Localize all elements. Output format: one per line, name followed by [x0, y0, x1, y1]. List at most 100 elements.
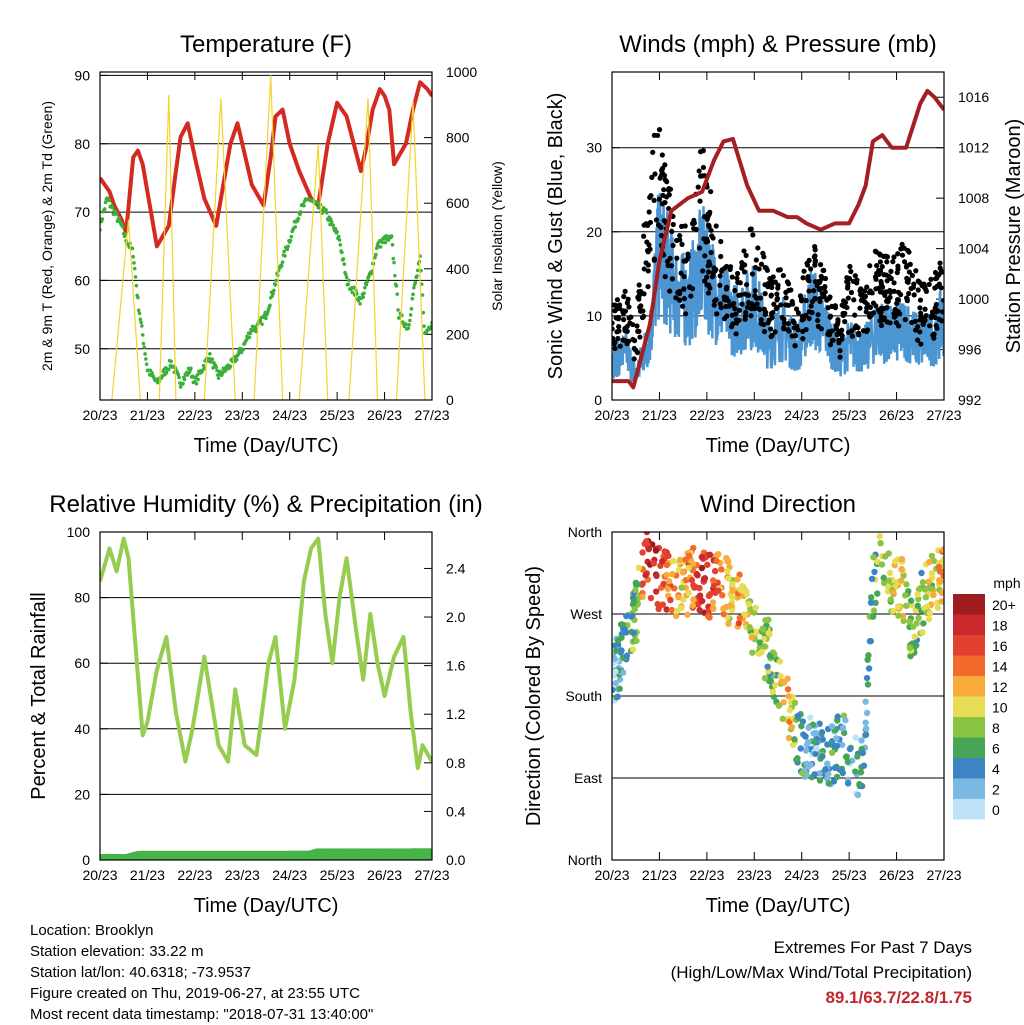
dewpoint-point [344, 272, 348, 277]
gust-point [614, 297, 621, 303]
x-tick-label: 23/23 [225, 407, 260, 423]
direction-point [880, 579, 888, 587]
gust-point [746, 300, 752, 306]
gust-point [673, 295, 679, 301]
direction-point [715, 551, 722, 558]
dewpoint-point [392, 260, 396, 265]
gust-point [709, 233, 715, 239]
direction-point [857, 769, 865, 776]
gust-point [820, 267, 826, 274]
x-tick-label: 21/23 [642, 867, 677, 883]
gust-point [681, 286, 687, 292]
gust-point [706, 259, 712, 265]
direction-point [866, 637, 874, 645]
gust-point [651, 197, 657, 204]
dewpoint-point [100, 217, 105, 221]
direction-point [903, 581, 910, 588]
gust-point [679, 223, 685, 229]
gust-point [644, 247, 651, 254]
direction-point [937, 578, 944, 585]
gust-point [705, 211, 711, 217]
direction-point [886, 569, 894, 577]
gust-point [891, 280, 897, 286]
dewpoint-point [406, 326, 411, 331]
direction-point [846, 745, 854, 753]
direction-point [876, 533, 883, 540]
x-tick-label: 20/23 [82, 867, 117, 883]
direction-point [659, 601, 667, 608]
direction-point [938, 598, 944, 605]
gust-point [909, 272, 915, 279]
gust-point [702, 253, 708, 259]
y-right-tick-label: 1.6 [446, 658, 466, 674]
direction-point [728, 593, 736, 601]
gust-point [860, 297, 866, 304]
direction-point [643, 532, 651, 536]
gust-point [705, 269, 712, 275]
direction-point [786, 706, 794, 714]
direction-point [887, 596, 894, 603]
dewpoint-point [324, 208, 328, 212]
direction-point [862, 698, 869, 705]
gust-point [765, 320, 771, 326]
gust-point [885, 298, 891, 304]
direction-point [749, 649, 756, 656]
direction-point [612, 679, 619, 687]
dewpoint-point [177, 375, 181, 380]
gust-point [769, 315, 775, 321]
gust-point [757, 295, 764, 301]
direction-point [620, 625, 627, 633]
direction-point [704, 561, 711, 568]
y-tick-label: North [568, 524, 602, 540]
gust-point [914, 337, 921, 343]
direction-point [863, 725, 870, 732]
direction-point [761, 674, 769, 682]
direction-point [679, 596, 687, 603]
gust-point [645, 283, 651, 290]
gust-point [708, 249, 714, 256]
direction-point [807, 714, 814, 721]
direction-point [825, 770, 832, 778]
direction-point [627, 613, 635, 620]
x-tick-label: 26/23 [367, 407, 402, 423]
gust-point [821, 285, 828, 291]
x-tick-label: 26/23 [879, 407, 914, 423]
x-tick-label: 25/23 [832, 407, 867, 423]
gust-point [688, 293, 694, 299]
gust-point [659, 167, 665, 173]
dewpoint-point [274, 278, 279, 283]
direction-point [668, 606, 675, 614]
y-tick-label: 20 [74, 786, 90, 802]
direction-point [919, 579, 927, 586]
gust-point [887, 294, 893, 300]
dewpoint-point [412, 285, 416, 290]
gust-point [695, 184, 701, 190]
gust-point [812, 259, 818, 265]
direction-point [784, 675, 791, 682]
gust-point [792, 342, 798, 349]
direction-point [746, 624, 753, 631]
direction-point [734, 576, 741, 583]
dewpoint-point [139, 320, 143, 325]
gust-point [870, 300, 877, 306]
direction-point [872, 599, 879, 607]
dewpoint-point [136, 295, 140, 300]
gust-point [812, 279, 818, 285]
direction-point [665, 578, 673, 585]
gust-point [760, 250, 766, 256]
dewpoint-point [132, 261, 136, 265]
direction-point [612, 647, 620, 655]
direction-point [928, 552, 936, 560]
direction-point [780, 699, 787, 706]
gust-point [700, 268, 706, 274]
gust-point [890, 259, 896, 265]
direction-point [824, 760, 831, 767]
dewpoint-point [272, 288, 276, 293]
gust-point [800, 328, 806, 334]
gust-point [645, 262, 651, 268]
dewpoint-point [169, 359, 173, 364]
direction-point [869, 613, 877, 620]
direction-point [839, 769, 846, 777]
direction-point [841, 729, 848, 737]
direction-point [616, 685, 623, 692]
